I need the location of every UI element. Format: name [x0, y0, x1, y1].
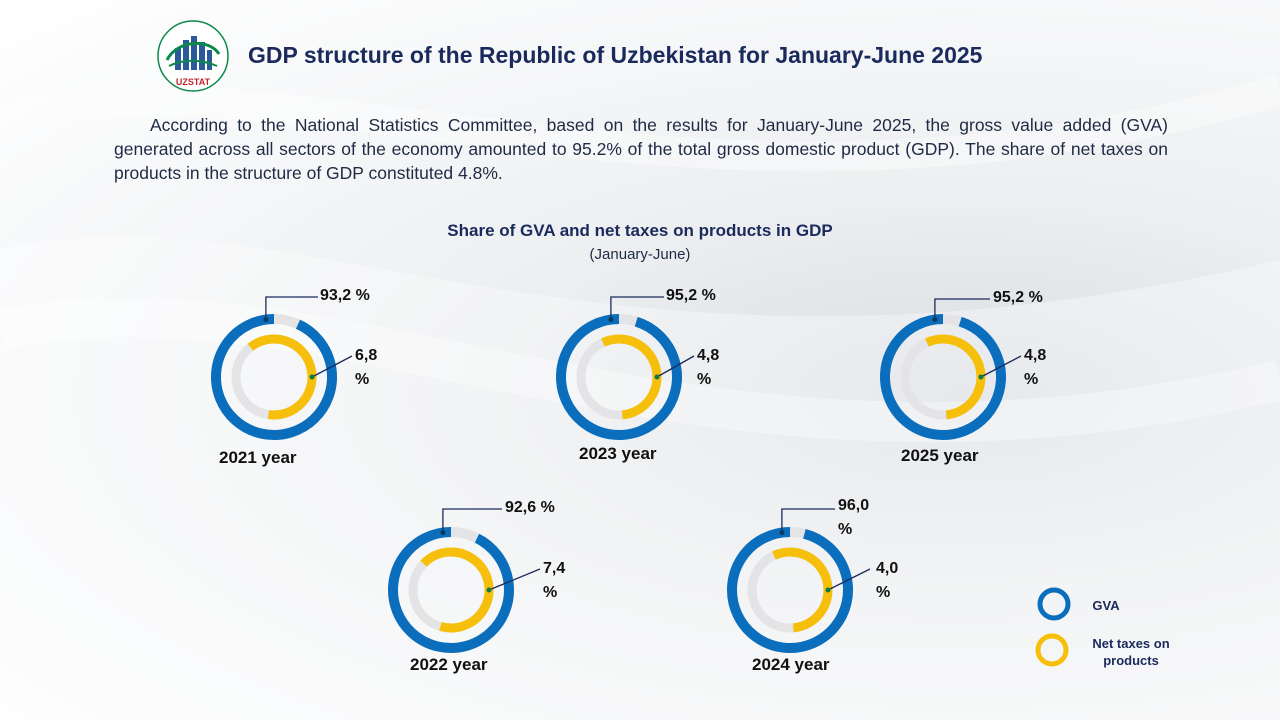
donut-2021	[211, 296, 353, 440]
gva-leader-2022	[442, 508, 502, 533]
taxes-leader-2023	[656, 355, 695, 378]
gva-leader-2021	[265, 296, 318, 320]
taxes-arc-2024	[772, 547, 833, 633]
legend-gva-swatch	[1037, 587, 1071, 621]
gva-arc-2023	[556, 314, 682, 440]
taxes-label-2021: 6,8 %	[355, 347, 378, 388]
gva-leader-2024	[781, 508, 835, 533]
taxes-dot-2021	[309, 374, 315, 380]
gva-arc-2022	[388, 527, 514, 653]
gva-leader-2023	[610, 296, 664, 320]
logo-text: UZSTAT	[176, 77, 211, 87]
taxes-arc-2021	[247, 334, 317, 420]
donut-2022	[388, 508, 541, 653]
gva-leader-2025	[934, 298, 990, 320]
gva-arc-2021	[211, 314, 337, 440]
year-label-2022: 2022 year	[410, 655, 488, 674]
chart-subtitle: (January-June)	[589, 246, 691, 263]
gva-dot-2023	[608, 317, 614, 323]
legend-taxes-label: Net taxes on products	[1092, 636, 1170, 668]
taxes-arc-2022	[420, 547, 494, 633]
taxes-arc-2025	[925, 334, 986, 420]
gva-arc-2024	[727, 527, 853, 653]
taxes-leader-2021	[311, 355, 353, 378]
taxes-dot-2023	[654, 374, 660, 380]
gva-label-2024: 96,0 %	[838, 497, 870, 538]
gva-dot-2025	[932, 317, 938, 323]
gva-dot-2022	[440, 530, 446, 536]
donut-2023	[556, 296, 695, 440]
gva-dot-2024	[779, 530, 785, 536]
taxes-label-2022: 7,4 %	[543, 560, 566, 601]
intro-paragraph: According to the National Statistics Com…	[114, 115, 1168, 183]
gva-dot-2021	[263, 317, 269, 323]
legend-taxes-swatch	[1035, 633, 1069, 667]
year-label-2021: 2021 year	[219, 448, 297, 467]
taxes-label-2023: 4,8 %	[697, 347, 720, 388]
taxes-label-2024: 4,0 %	[876, 560, 899, 601]
gva-label-2021: 93,2 %	[320, 287, 370, 304]
chart-title: Share of GVA and net taxes on products i…	[447, 221, 833, 240]
taxes-dot-2025	[978, 374, 984, 380]
uzstat-logo: UZSTAT	[157, 20, 229, 92]
taxes-leader-2025	[980, 355, 1022, 378]
year-label-2024: 2024 year	[752, 655, 830, 674]
gva-label-2023: 95,2 %	[666, 287, 716, 304]
year-label-2023: 2023 year	[579, 444, 657, 463]
donut-2025	[880, 298, 1022, 440]
donut-2024	[727, 508, 871, 653]
gva-arc-2025	[880, 314, 1006, 440]
year-label-2025: 2025 year	[901, 446, 979, 465]
page-title: GDP structure of the Republic of Uzbekis…	[248, 42, 983, 68]
taxes-leader-2024	[827, 568, 871, 591]
legend-gva-label: GVA	[1092, 598, 1120, 613]
taxes-leader-2022	[488, 568, 541, 591]
taxes-dot-2024	[825, 587, 831, 593]
gva-label-2025: 95,2 %	[993, 289, 1043, 306]
taxes-dot-2022	[486, 587, 492, 593]
taxes-arc-2023	[601, 334, 662, 420]
gva-label-2022: 92,6 %	[505, 499, 555, 516]
taxes-label-2025: 4,8 %	[1024, 347, 1047, 388]
